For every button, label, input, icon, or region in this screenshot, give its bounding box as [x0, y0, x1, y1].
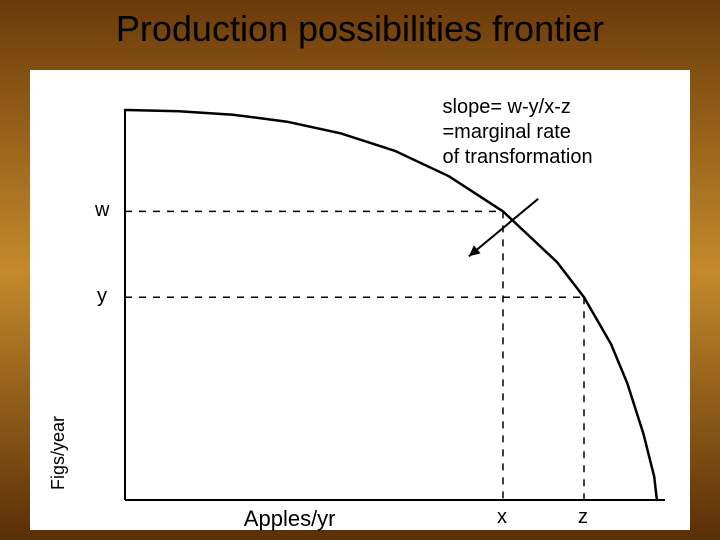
slope-annotation: slope= w-y/x-z =marginal rate of transfo…	[443, 95, 593, 170]
tick-x: x	[497, 506, 507, 529]
tick-z: z	[578, 506, 588, 529]
chart-area: Figs/year Apples/yr w y x z slope= w-y/x…	[30, 70, 690, 530]
tick-w: w	[95, 199, 109, 222]
x-axis-label: Apples/yr	[244, 506, 336, 532]
y-axis-label: Figs/year	[48, 416, 69, 490]
slide-root: Production possibilities frontier Figs/y…	[0, 0, 720, 540]
slide-title: Production possibilities frontier	[0, 8, 720, 50]
tick-y: y	[97, 285, 107, 308]
